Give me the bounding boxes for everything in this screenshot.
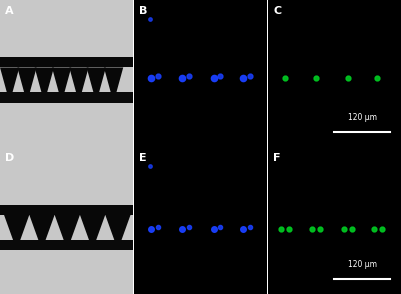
Polygon shape bbox=[105, 215, 131, 250]
Bar bbox=[0, 240, 133, 250]
Text: A: A bbox=[5, 6, 14, 16]
Polygon shape bbox=[52, 67, 71, 103]
Polygon shape bbox=[34, 67, 54, 103]
Text: B: B bbox=[139, 6, 148, 16]
Polygon shape bbox=[80, 215, 105, 250]
Polygon shape bbox=[55, 215, 80, 250]
Text: D: D bbox=[5, 153, 14, 163]
Polygon shape bbox=[17, 67, 36, 103]
Bar bbox=[0, 57, 133, 67]
Bar bbox=[0, 92, 133, 103]
Polygon shape bbox=[29, 215, 55, 250]
Text: 120 μm: 120 μm bbox=[348, 113, 377, 122]
Text: 120 μm: 120 μm bbox=[348, 260, 377, 269]
Text: C: C bbox=[273, 6, 281, 16]
Polygon shape bbox=[69, 67, 89, 103]
Text: F: F bbox=[273, 153, 281, 163]
Polygon shape bbox=[4, 215, 29, 250]
Text: E: E bbox=[139, 153, 147, 163]
Polygon shape bbox=[104, 67, 123, 103]
Polygon shape bbox=[0, 67, 19, 103]
Polygon shape bbox=[87, 67, 106, 103]
Bar bbox=[0, 205, 133, 215]
